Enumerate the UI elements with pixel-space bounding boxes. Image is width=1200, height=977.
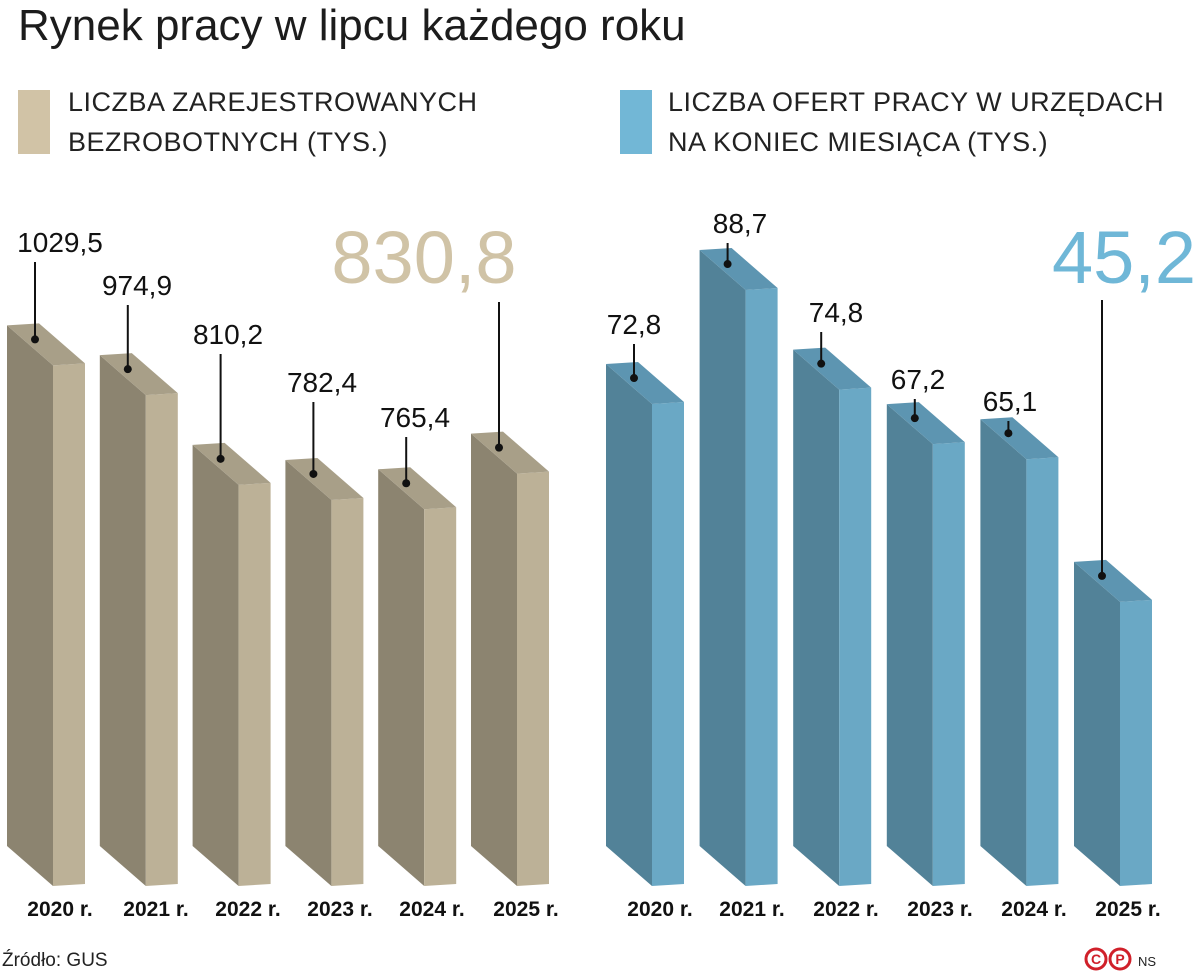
bar-front-face — [980, 419, 1027, 886]
bar-front-face — [285, 459, 332, 886]
category-label: 2023 r. — [307, 898, 372, 921]
legend-swatch-unemployed — [18, 90, 50, 154]
bar-front-face — [793, 349, 840, 887]
bar-top-face — [606, 362, 684, 405]
bar-top-face — [378, 467, 457, 510]
legend-line: NA KONIEC MIESIĄCA (TYS.) — [668, 127, 1049, 157]
legend-line: BEZROBOTNYCH (TYS.) — [68, 127, 389, 157]
value-label: 765,4 — [380, 402, 450, 433]
bar-top-face — [980, 417, 1059, 460]
leader-dot — [402, 479, 411, 488]
bar-side-face — [839, 387, 872, 886]
legend-text-unemployed: LICZBA ZAREJESTROWANYCH BEZROBOTNYCH (TY… — [68, 82, 608, 162]
bar-front-face — [606, 364, 652, 886]
leader-dot — [630, 374, 638, 383]
category-label: 2022 r. — [813, 898, 878, 921]
bar-front-face — [471, 433, 517, 886]
svg-text:C: C — [1091, 951, 1101, 967]
bar-side-face — [745, 288, 778, 886]
bar-front-face — [7, 325, 53, 886]
value-label: 974,9 — [102, 270, 172, 301]
value-label: 810,2 — [193, 319, 263, 350]
bar-front-face — [886, 404, 933, 886]
leader-dot — [910, 414, 919, 423]
leader-dot — [817, 359, 826, 368]
bar-top-face — [1074, 559, 1152, 602]
bar-side-face — [1026, 457, 1059, 886]
legend-swatch-job-offers — [620, 90, 652, 154]
legend-text-job-offers: LICZBA OFERT PRACY W URZĘDACH NA KONIEC … — [668, 82, 1200, 162]
bar-side-face — [517, 471, 549, 886]
bar-top-face — [7, 323, 85, 366]
bar-front-face — [99, 355, 146, 886]
highlight-value-label: 830,8 — [331, 216, 516, 299]
bar-top-face — [192, 442, 271, 485]
category-label: 2024 r. — [399, 898, 464, 921]
category-label: 2021 r. — [123, 898, 188, 921]
category-label: 2025 r. — [1095, 898, 1160, 921]
value-label: 65,1 — [983, 386, 1038, 417]
category-label: 2024 r. — [1001, 898, 1066, 921]
value-label: 1029,5 — [17, 227, 103, 258]
bar-front-face — [699, 250, 746, 886]
bar-side-face — [145, 393, 178, 886]
bar-top-face — [99, 353, 178, 396]
legend-line: LICZBA ZAREJESTROWANYCH — [68, 87, 478, 117]
bar-top-face — [699, 248, 778, 291]
chart-title: Rynek pracy w lipcu każdego roku — [18, 1, 686, 50]
bar-side-face — [238, 482, 271, 886]
leader-dot — [31, 335, 39, 344]
leader-dot — [309, 469, 318, 478]
agency-logo-icon: C P — [1084, 947, 1132, 971]
author-initials: NS — [1138, 954, 1157, 969]
category-label: 2025 r. — [493, 898, 558, 921]
value-label: 67,2 — [891, 364, 946, 395]
bar-front-face — [1074, 561, 1120, 886]
svg-text:P: P — [1115, 951, 1124, 967]
bar-side-face — [331, 497, 364, 886]
value-label: 74,8 — [809, 297, 864, 328]
category-label: 2020 r. — [627, 898, 692, 921]
bar-side-face — [424, 507, 457, 886]
source-note: Źródło: GUS — [2, 950, 108, 971]
value-label: 782,4 — [287, 367, 357, 398]
category-label: 2022 r. — [215, 898, 280, 921]
bar-side-face — [53, 363, 85, 886]
leader-dot — [1098, 571, 1106, 580]
category-label: 2023 r. — [907, 898, 972, 921]
highlight-value-label: 45,2 — [1052, 216, 1196, 299]
value-label: 88,7 — [713, 208, 768, 239]
bar-top-face — [793, 347, 872, 390]
category-label: 2021 r. — [719, 898, 784, 921]
leader-dot — [123, 365, 132, 374]
bar-side-face — [652, 402, 684, 886]
value-label: 72,8 — [607, 309, 662, 340]
bar-front-face — [192, 444, 239, 886]
category-label: 2020 r. — [27, 898, 92, 921]
leader-dot — [216, 454, 225, 463]
leader-dot — [495, 443, 503, 452]
legend-line: LICZBA OFERT PRACY W URZĘDACH — [668, 87, 1165, 117]
bar-front-face — [378, 469, 425, 886]
leader-dot — [723, 260, 732, 269]
bar-side-face — [1120, 599, 1152, 886]
bar-top-face — [471, 431, 549, 474]
bar-top-face — [285, 457, 364, 500]
bar-side-face — [932, 442, 965, 886]
leader-dot — [1004, 429, 1013, 438]
bar-top-face — [886, 402, 965, 445]
